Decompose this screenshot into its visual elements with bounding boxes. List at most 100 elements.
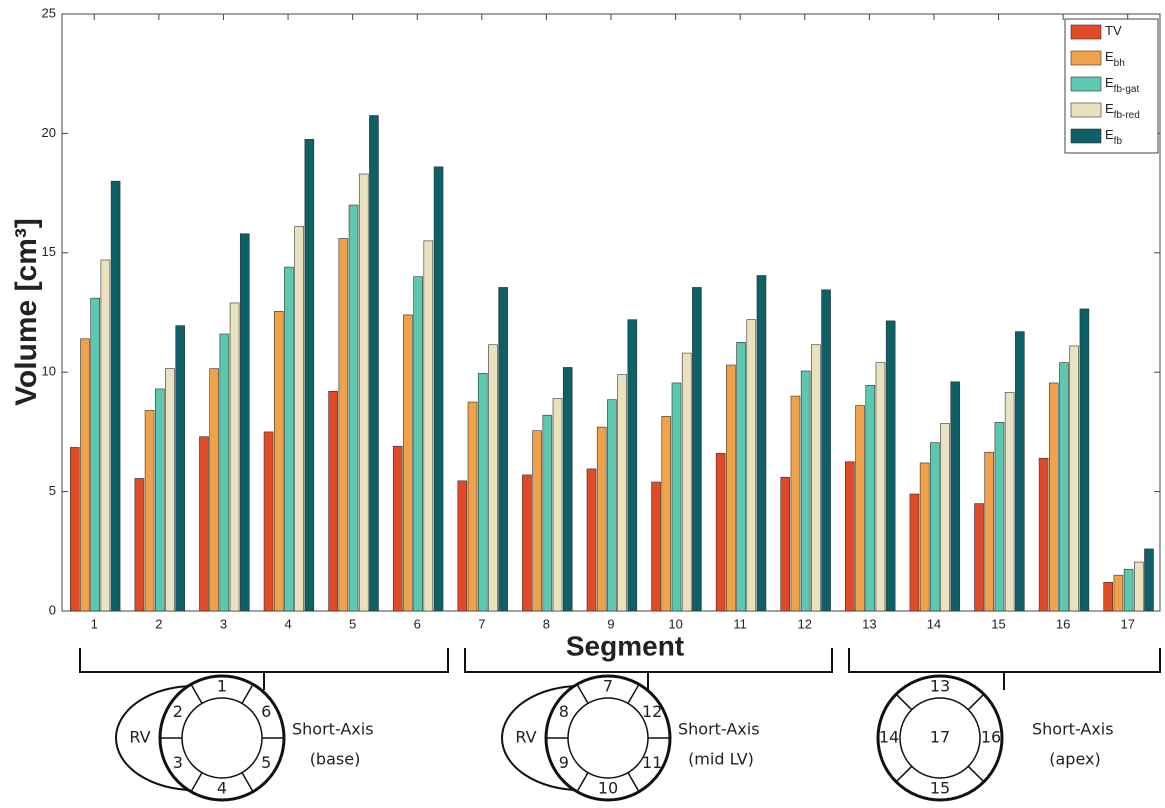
segment-label: 7 (603, 677, 613, 696)
legend-name: TV (1105, 23, 1122, 38)
bar (790, 395, 801, 612)
x-tick-label: 10 (668, 616, 682, 631)
bar (488, 344, 498, 612)
bar (542, 414, 553, 612)
bar (875, 362, 886, 612)
diagram-sublabel: (apex) (1049, 750, 1100, 769)
x-tick-label: 6 (414, 616, 421, 631)
bar (726, 364, 736, 612)
y-tick-label: 5 (49, 483, 56, 498)
short-axis-diagram: 13 16 15 14 17 Short-Axis (apex) (876, 674, 1114, 802)
segment-divider (627, 683, 640, 704)
x-tick-label: 4 (284, 616, 291, 631)
segment-label: 15 (930, 779, 950, 798)
legend-name: E (1105, 101, 1114, 116)
inner-ring (567, 697, 649, 779)
legend-subscript: fb-gat (1114, 84, 1140, 95)
short-axis-diagram: RV 7 12 11 10 9 8 Short-Axis (mid LV) (501, 674, 760, 802)
bar (498, 287, 508, 612)
bar (358, 173, 369, 612)
legend-swatch (1070, 128, 1102, 144)
bar (1069, 345, 1080, 612)
bar (284, 266, 294, 612)
bar (950, 381, 961, 612)
segment-label: 12 (642, 702, 662, 721)
legend-subscript: bh (1114, 58, 1125, 69)
segment-label: 17 (930, 728, 950, 747)
segment-label: 16 (981, 728, 1001, 747)
legend-label: Ebh (1105, 49, 1125, 68)
bracket (79, 648, 449, 690)
bar (780, 476, 791, 612)
bar (1059, 362, 1069, 612)
bar (651, 481, 661, 612)
diagram-label: Short-Axis (678, 720, 760, 739)
legend-subscript: fb-red (1114, 110, 1140, 121)
x-tick-label: 7 (478, 616, 485, 631)
bar (239, 233, 250, 612)
bar (919, 462, 930, 612)
segment-label: 6 (261, 702, 271, 721)
bar (909, 493, 920, 612)
bar (994, 422, 1005, 612)
bar (1113, 574, 1124, 612)
inner-ring (181, 697, 263, 779)
diagram-sublabel: (mid LV) (688, 750, 754, 769)
segment-divider (576, 683, 589, 704)
segment-divider (576, 772, 589, 793)
diagram-label: Short-Axis (292, 720, 374, 739)
x-tick-label: 8 (543, 616, 550, 631)
segment-divider (895, 765, 913, 783)
x-axis-label: Segment (566, 630, 684, 661)
bar (746, 319, 757, 612)
bar (811, 344, 821, 612)
legend-subscript: fb (1114, 136, 1123, 147)
bar (80, 338, 90, 612)
rv-label: RV (129, 728, 150, 747)
segment-divider (190, 772, 203, 793)
segment-divider (241, 772, 254, 793)
bar (392, 445, 403, 612)
segment-divider (895, 693, 913, 711)
bar (154, 388, 165, 612)
x-tick-label: 15 (991, 616, 1005, 631)
bar (1134, 561, 1144, 612)
bar (165, 368, 175, 612)
bar (692, 287, 702, 612)
bar (90, 297, 100, 612)
bracket (848, 648, 1161, 690)
segment-divider (190, 683, 203, 704)
bar (661, 416, 672, 612)
segment-label: 13 (930, 677, 950, 696)
bar (144, 410, 155, 612)
bar (562, 367, 573, 612)
bar (199, 436, 209, 612)
x-tick-label: 5 (349, 616, 356, 631)
y-tick-label: 0 (49, 602, 56, 617)
bar (532, 430, 542, 612)
legend: TV Ebh Efb-gat Efb-red Efb (1064, 18, 1159, 154)
bar (328, 391, 338, 612)
inner-ring (899, 697, 981, 779)
legend-label: Efb-red (1105, 101, 1140, 120)
legend-swatch (1070, 102, 1102, 118)
y-tick-label: 20 (42, 125, 56, 140)
bar (974, 503, 984, 612)
bar (304, 139, 315, 612)
x-tick-label: 13 (862, 616, 876, 631)
legend-label: TV (1105, 23, 1122, 38)
bar (845, 461, 855, 612)
legend-label: Efb (1105, 127, 1122, 146)
bar (552, 398, 563, 612)
legend-swatch (1070, 24, 1102, 40)
bar (715, 453, 726, 612)
legend-swatch (1070, 50, 1102, 66)
bar (403, 314, 413, 612)
bar (219, 333, 230, 612)
segment-label: 3 (173, 753, 183, 772)
segment-label: 14 (879, 728, 899, 747)
x-tick-label: 2 (155, 616, 162, 631)
y-axis-label: Volume [cm³] (10, 218, 43, 406)
bar (134, 478, 145, 612)
